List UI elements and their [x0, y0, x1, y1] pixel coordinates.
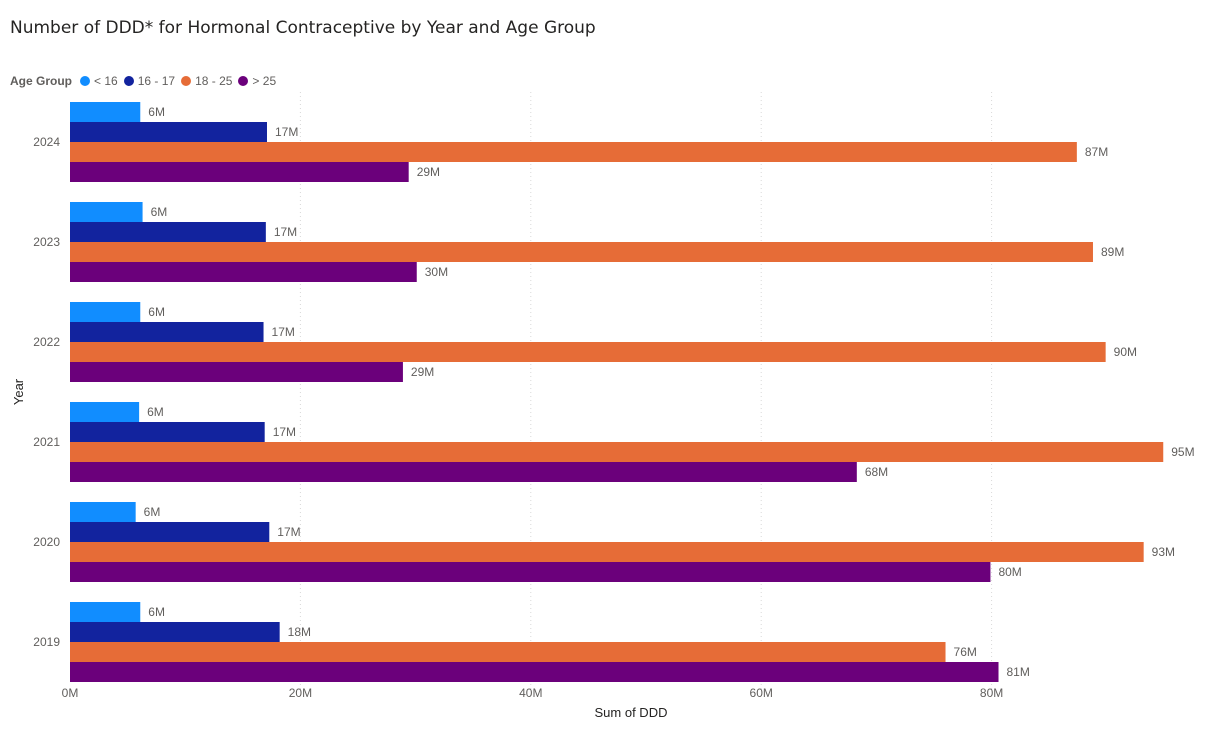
bar[interactable]: [70, 662, 999, 682]
data-label: 95M: [1171, 445, 1194, 459]
y-tick-label: 2023: [33, 235, 60, 249]
data-label: 30M: [425, 265, 448, 279]
bar[interactable]: [70, 402, 140, 422]
data-label: 6M: [148, 105, 165, 119]
bar[interactable]: [70, 222, 266, 242]
data-label: 93M: [1152, 545, 1175, 559]
legend-title: Age Group: [10, 74, 72, 88]
bar[interactable]: [70, 102, 141, 122]
x-tick-label: 40M: [519, 686, 542, 700]
legend-item-16-17[interactable]: 16 - 17: [123, 74, 176, 88]
x-tick-label: 20M: [289, 686, 312, 700]
data-label: 76M: [954, 645, 977, 659]
legend-label: 16 - 17: [137, 74, 176, 88]
bar[interactable]: [70, 602, 141, 622]
legend-dot-icon: [80, 76, 90, 86]
bar[interactable]: [70, 162, 409, 182]
y-axis-title: Year: [11, 378, 26, 405]
data-label: 17M: [274, 225, 297, 239]
legend-item-gt25[interactable]: > 25: [238, 74, 276, 88]
bar[interactable]: [70, 262, 417, 282]
data-label: 6M: [144, 505, 161, 519]
bar[interactable]: [70, 242, 1093, 262]
y-tick-label: 2021: [33, 435, 60, 449]
data-label: 89M: [1101, 245, 1124, 259]
chart-title: Number of DDD* for Hormonal Contraceptiv…: [10, 18, 596, 38]
bar[interactable]: [70, 502, 136, 522]
data-label: 6M: [148, 605, 165, 619]
bar[interactable]: [70, 202, 143, 222]
legend-dot-icon: [181, 76, 192, 86]
legend-label: < 16: [94, 74, 118, 88]
legend-label: > 25: [252, 74, 277, 88]
data-label: 18M: [288, 625, 311, 639]
bar[interactable]: [70, 462, 857, 482]
bar[interactable]: [70, 522, 270, 542]
x-tick-label: 0M: [62, 686, 79, 700]
bar[interactable]: [70, 542, 1144, 562]
x-axis-title: Sum of DDD: [595, 705, 668, 720]
y-tick-label: 2019: [33, 635, 60, 649]
bar[interactable]: [70, 322, 264, 342]
data-label: 17M: [275, 125, 298, 139]
legend: Age Group < 16 16 - 17 18 - 25 > 25: [10, 72, 282, 90]
bar[interactable]: [70, 622, 280, 642]
data-label: 87M: [1085, 145, 1108, 159]
data-label: 80M: [998, 565, 1021, 579]
y-tick-label: 2024: [33, 135, 60, 149]
data-label: 17M: [277, 525, 300, 539]
legend-item-18-25[interactable]: 18 - 25: [181, 74, 232, 88]
bar[interactable]: [70, 342, 1106, 362]
bar[interactable]: [70, 362, 403, 382]
bar[interactable]: [70, 562, 991, 582]
y-tick-label: 2020: [33, 535, 60, 549]
x-tick-label: 80M: [980, 686, 1003, 700]
data-label: 81M: [1007, 665, 1030, 679]
data-label: 68M: [865, 465, 888, 479]
data-label: 17M: [272, 325, 295, 339]
data-label: 6M: [151, 205, 168, 219]
legend-item-lt16[interactable]: < 16: [80, 74, 118, 88]
y-tick-label: 2022: [33, 335, 60, 349]
bar[interactable]: [70, 642, 946, 662]
bar[interactable]: [70, 422, 265, 442]
x-tick-label: 60M: [750, 686, 773, 700]
legend-label: 18 - 25: [195, 74, 233, 88]
legend-dot-icon: [238, 76, 249, 86]
bar[interactable]: [70, 442, 1164, 462]
data-label: 29M: [417, 165, 440, 179]
bar[interactable]: [70, 302, 141, 322]
data-label: 17M: [273, 425, 296, 439]
data-label: 29M: [411, 365, 434, 379]
bar[interactable]: [70, 142, 1077, 162]
bar[interactable]: [70, 122, 267, 142]
legend-dot-icon: [123, 76, 134, 86]
data-label: 90M: [1114, 345, 1137, 359]
data-label: 6M: [148, 305, 165, 319]
data-label: 6M: [147, 405, 164, 419]
